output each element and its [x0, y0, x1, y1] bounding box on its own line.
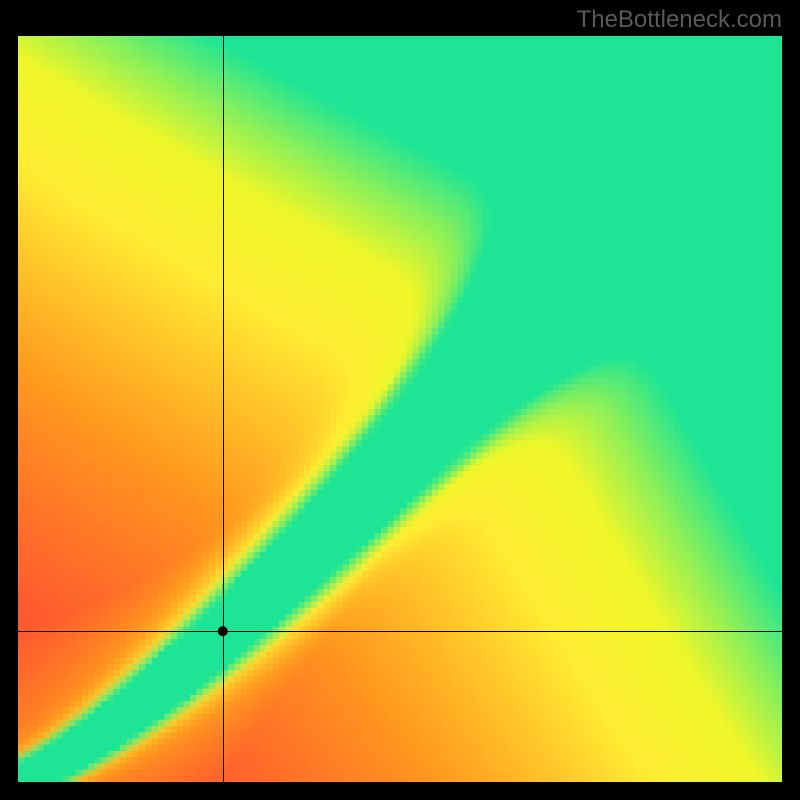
heatmap-canvas [18, 36, 782, 782]
heatmap-plot [18, 36, 782, 782]
root: TheBottleneck.com [0, 0, 800, 800]
watermark-text: TheBottleneck.com [577, 6, 782, 34]
